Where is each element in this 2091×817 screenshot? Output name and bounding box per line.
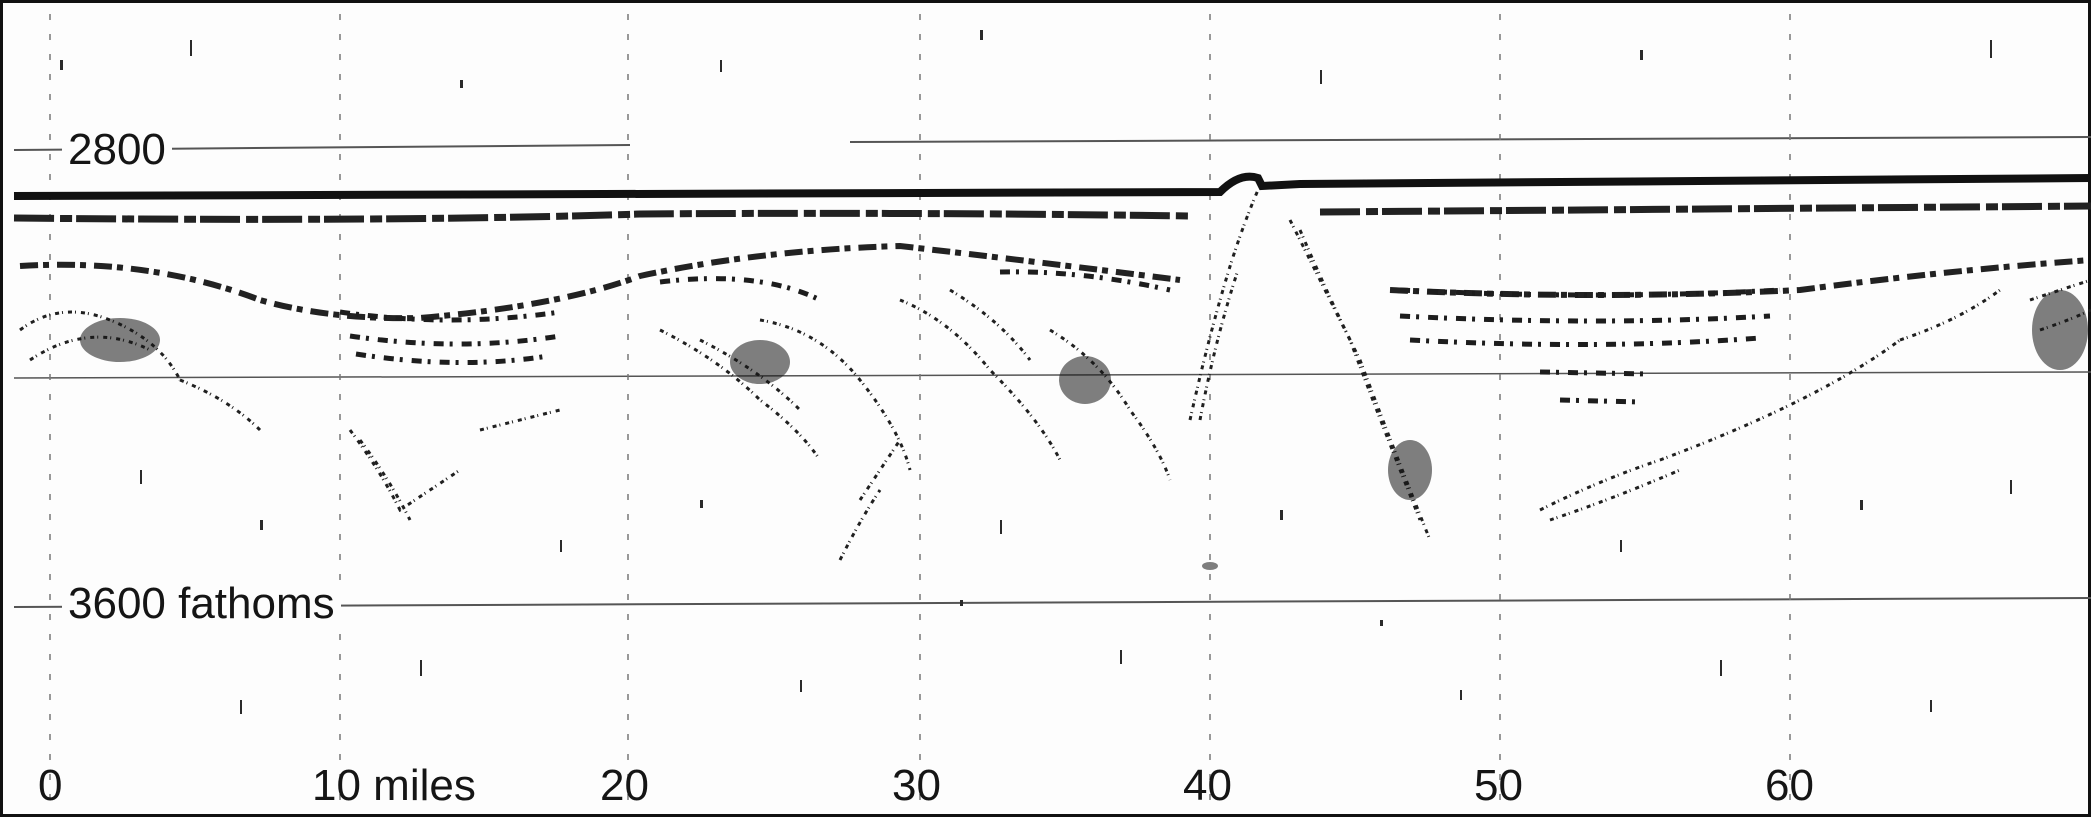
dense-echo-patches bbox=[80, 290, 2088, 570]
depth-label-2800: 2800 bbox=[62, 128, 172, 172]
distance-label-20: 20 bbox=[600, 761, 649, 810]
gridline-mid bbox=[13, 371, 2091, 379]
speckle-noise bbox=[60, 30, 2012, 714]
sediment-layers bbox=[339, 269, 1781, 405]
distance-label-40: 40 bbox=[1183, 761, 1232, 810]
distance-gridlines bbox=[49, 14, 1791, 800]
distance-label-30: 30 bbox=[892, 761, 941, 810]
gridline-2800-right bbox=[849, 136, 2091, 143]
sub-reflector-1 bbox=[13, 202, 2091, 223]
sea-floor-reflector bbox=[13, 172, 2091, 200]
gridline-3600 bbox=[13, 597, 2091, 608]
sub-reflector-2 bbox=[19, 242, 2091, 322]
depth-label-3600: 3600 fathoms bbox=[62, 582, 341, 626]
distance-label-10: 10 miles bbox=[312, 761, 476, 810]
distance-label-0: 0 bbox=[38, 761, 63, 810]
distance-label-50: 50 bbox=[1474, 761, 1523, 810]
distance-label-60: 60 bbox=[1765, 761, 1814, 810]
